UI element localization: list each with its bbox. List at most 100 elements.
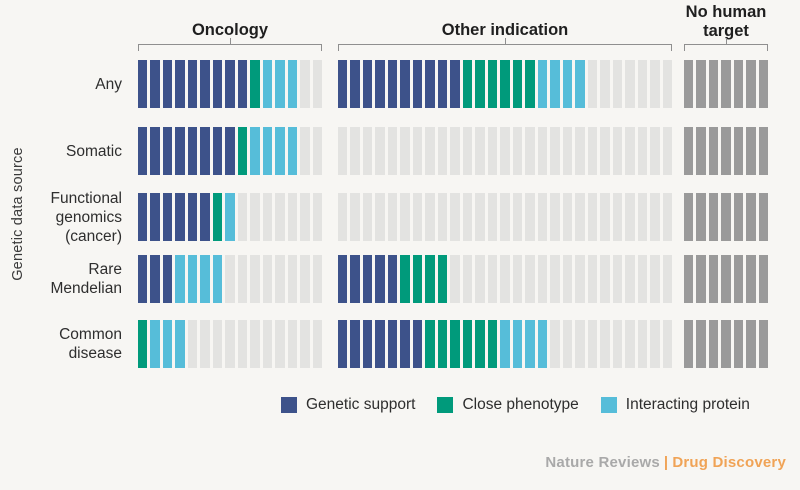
bar-genetic-support — [412, 320, 423, 368]
bar-empty — [475, 193, 485, 241]
journal-credit: Nature Reviews | Drug Discovery — [545, 454, 786, 471]
bar-empty — [562, 320, 573, 368]
legend: Genetic support Close phenotype Interact… — [281, 396, 750, 414]
bar-empty — [387, 193, 398, 241]
bar-interacting-protein — [275, 60, 285, 108]
bar-empty — [450, 255, 460, 303]
bar-empty — [537, 193, 548, 241]
bar-no-human-target — [758, 127, 768, 175]
legend-item-interacting-protein: Interacting protein — [600, 396, 750, 414]
bar-genetic-support — [138, 60, 148, 108]
bar-empty — [600, 60, 610, 108]
bar-empty — [275, 320, 285, 368]
bar-empty — [600, 127, 610, 175]
bar-no-human-target — [708, 320, 719, 368]
bar-empty — [287, 255, 298, 303]
bar-no-human-target — [708, 127, 719, 175]
column-header-no-human-target: No human target — [685, 3, 767, 40]
cell-other-indication — [338, 320, 673, 368]
row-label: Rare Mendelian — [50, 261, 122, 297]
bar-empty — [575, 127, 585, 175]
bar-genetic-support — [200, 60, 210, 108]
bar-empty — [225, 320, 235, 368]
bar-genetic-support — [200, 127, 210, 175]
bar-empty — [212, 320, 223, 368]
cell-other-indication — [338, 255, 673, 303]
bar-empty — [300, 255, 310, 303]
bar-genetic-support — [150, 193, 160, 241]
bar-close-phenotype — [525, 60, 535, 108]
bar-empty — [300, 60, 310, 108]
bar-empty — [662, 255, 673, 303]
bar-empty — [612, 60, 623, 108]
bar-empty — [625, 60, 635, 108]
bar-genetic-support — [362, 255, 373, 303]
bar-empty — [575, 255, 585, 303]
bar-genetic-support — [138, 193, 148, 241]
bar-empty — [650, 127, 660, 175]
bar-no-human-target — [746, 60, 756, 108]
bar-empty — [262, 255, 273, 303]
bar-interacting-protein — [287, 60, 298, 108]
bar-close-phenotype — [250, 60, 260, 108]
bar-empty — [425, 193, 435, 241]
legend-item-genetic-support: Genetic support — [281, 396, 415, 414]
bar-close-phenotype — [462, 60, 473, 108]
bar-empty — [637, 60, 648, 108]
bar-empty — [487, 255, 498, 303]
bar-genetic-support — [200, 193, 210, 241]
bar-genetic-support — [138, 127, 148, 175]
bar-empty — [512, 193, 523, 241]
bar-no-human-target — [708, 60, 719, 108]
close-phenotype-swatch-icon — [437, 397, 454, 413]
bar-empty — [475, 127, 485, 175]
bar-empty — [437, 193, 448, 241]
bar-genetic-support — [162, 60, 173, 108]
bar-empty — [300, 193, 310, 241]
bar-empty — [312, 193, 323, 241]
bar-genetic-support — [387, 255, 398, 303]
bar-empty — [237, 193, 248, 241]
bar-empty — [550, 127, 560, 175]
bar-no-human-target — [721, 320, 731, 368]
bar-no-human-target — [733, 60, 744, 108]
bar-genetic-support — [175, 60, 185, 108]
bar-genetic-support — [350, 60, 360, 108]
bar-genetic-support — [187, 193, 198, 241]
row-label: Functional genomics (cancer) — [50, 189, 122, 245]
bar-empty — [600, 255, 610, 303]
bar-close-phenotype — [138, 320, 148, 368]
chart-row: Common disease — [0, 320, 800, 368]
bar-no-human-target — [746, 127, 756, 175]
bar-interacting-protein — [162, 320, 173, 368]
bar-empty — [612, 127, 623, 175]
bar-empty — [362, 193, 373, 241]
bar-no-human-target — [684, 255, 694, 303]
bar-genetic-support — [187, 127, 198, 175]
bar-empty — [262, 320, 273, 368]
bar-genetic-support — [400, 60, 410, 108]
cell-other-indication — [338, 60, 673, 108]
bar-genetic-support — [362, 320, 373, 368]
bar-no-human-target — [721, 255, 731, 303]
cell-no-human-target — [684, 127, 768, 175]
bracket-oncology — [138, 38, 322, 51]
bar-no-human-target — [696, 60, 706, 108]
bar-no-human-target — [708, 255, 719, 303]
bar-genetic-support — [437, 60, 448, 108]
bar-empty — [362, 127, 373, 175]
bar-empty — [512, 127, 523, 175]
bar-empty — [312, 255, 323, 303]
bar-genetic-support — [212, 127, 223, 175]
bar-interacting-protein — [525, 320, 535, 368]
bar-empty — [525, 193, 535, 241]
legend-label: Interacting protein — [625, 396, 750, 413]
bar-genetic-support — [400, 320, 410, 368]
bar-empty — [562, 193, 573, 241]
bar-empty — [625, 193, 635, 241]
bar-genetic-support — [350, 255, 360, 303]
bar-interacting-protein — [187, 255, 198, 303]
bar-interacting-protein — [275, 127, 285, 175]
bar-empty — [425, 127, 435, 175]
bar-interacting-protein — [575, 60, 585, 108]
